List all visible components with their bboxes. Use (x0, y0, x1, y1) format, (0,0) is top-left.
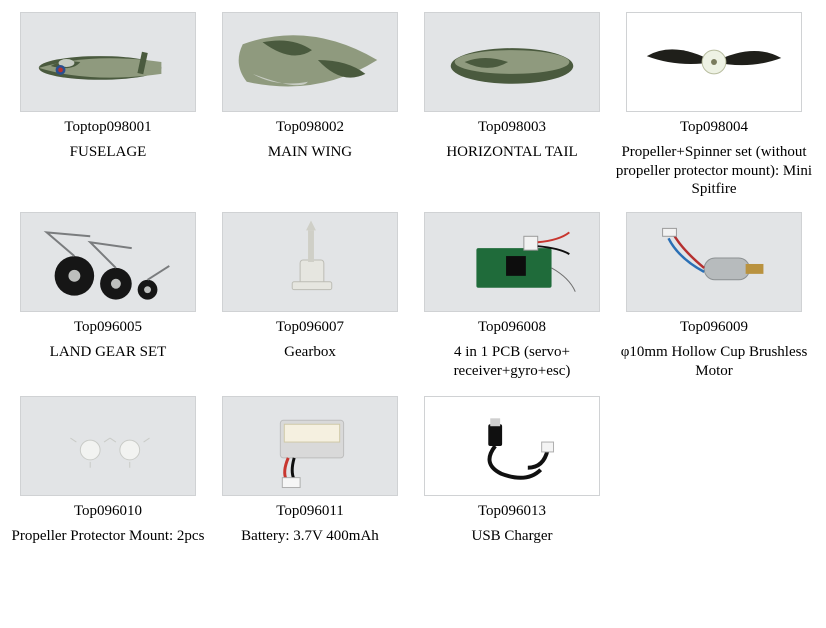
part-caption: Toptop098001 FUSELAGE (8, 118, 208, 204)
part-caption: Top096010 Propeller Protector Mount: 2pcs (8, 502, 208, 558)
part-caption: Top098004 Propeller+Spinner set (without … (614, 118, 814, 204)
part-cell: Top096009 φ10mm Hollow Cup Brushless Moto… (614, 212, 814, 388)
part-name: Battery: 3.7V 400mAh (210, 527, 410, 546)
part-caption: Top096009 φ10mm Hollow Cup Brushless Moto… (614, 318, 814, 388)
part-caption: Top096013 USB Charger (412, 502, 612, 558)
pcb-icon (424, 212, 600, 312)
part-sku: Top096011 (210, 502, 410, 521)
part-caption: Top096005 LAND GEAR SET (8, 318, 208, 388)
parts-catalog-page: Toptop098001FUSELAGETop098002MAIN WINGTo… (0, 0, 826, 628)
part-sku: Top096010 (8, 502, 208, 521)
part-name: 4 in 1 PCB (servo+ receiver+gyro+esc) (412, 343, 612, 381)
part-name: MAIN WING (210, 143, 410, 162)
fuselage-icon (20, 12, 196, 112)
lipo-icon (222, 396, 398, 496)
part-cell: Top096008 4 in 1 PCB (servo+ receiver+gyr… (412, 212, 612, 388)
part-cell: Top096007 Gearbox (210, 212, 410, 388)
part-sku: Top096013 (412, 502, 612, 521)
usb-icon (424, 396, 600, 496)
part-name: FUSELAGE (8, 143, 208, 162)
propeller-icon (626, 12, 802, 112)
part-name: Propeller Protector Mount: 2pcs (8, 527, 208, 546)
part-name: Gearbox (210, 343, 410, 362)
part-sku: Top096007 (210, 318, 410, 337)
part-sku: Top098004 (614, 118, 814, 137)
wing-icon (222, 12, 398, 112)
tail-icon (424, 12, 600, 112)
parts-grid: Toptop098001FUSELAGETop098002MAIN WINGTo… (8, 12, 818, 566)
part-name: Propeller+Spinner set (without propeller… (614, 143, 814, 199)
part-cell: Top096011 Battery: 3.7V 400mAh (210, 396, 410, 558)
part-cell: Top098004 Propeller+Spinner set (without … (614, 12, 814, 204)
part-sku: Top096009 (614, 318, 814, 337)
gearbox-icon (222, 212, 398, 312)
part-sku: Toptop098001 (8, 118, 208, 137)
part-cell: Top098003 HORIZONTAL TAIL (412, 12, 612, 204)
part-cell: Top096013 USB Charger (412, 396, 612, 558)
mount-icon (20, 396, 196, 496)
part-name: LAND GEAR SET (8, 343, 208, 362)
part-cell: Top096010 Propeller Protector Mount: 2pcs (8, 396, 208, 558)
part-name: φ10mm Hollow Cup Brushless Motor (614, 343, 814, 381)
part-cell: Toptop098001 FUSELAGE (8, 12, 208, 204)
part-caption: Top098002 MAIN WING (210, 118, 410, 204)
part-sku: Top096005 (8, 318, 208, 337)
part-caption: Top096008 4 in 1 PCB (servo+ receiver+gyr… (412, 318, 612, 388)
part-caption: Top098003 HORIZONTAL TAIL (412, 118, 612, 204)
part-cell: Top098002 MAIN WING (210, 12, 410, 204)
part-sku: Top096008 (412, 318, 612, 337)
part-name: HORIZONTAL TAIL (412, 143, 612, 162)
motor-icon (626, 212, 802, 312)
part-sku: Top098002 (210, 118, 410, 137)
gearset-icon (20, 212, 196, 312)
part-caption: Top096007 Gearbox (210, 318, 410, 388)
part-sku: Top098003 (412, 118, 612, 137)
part-cell: Top096005 LAND GEAR SET (8, 212, 208, 388)
part-name: USB Charger (412, 527, 612, 546)
part-caption: Top096011 Battery: 3.7V 400mAh (210, 502, 410, 558)
